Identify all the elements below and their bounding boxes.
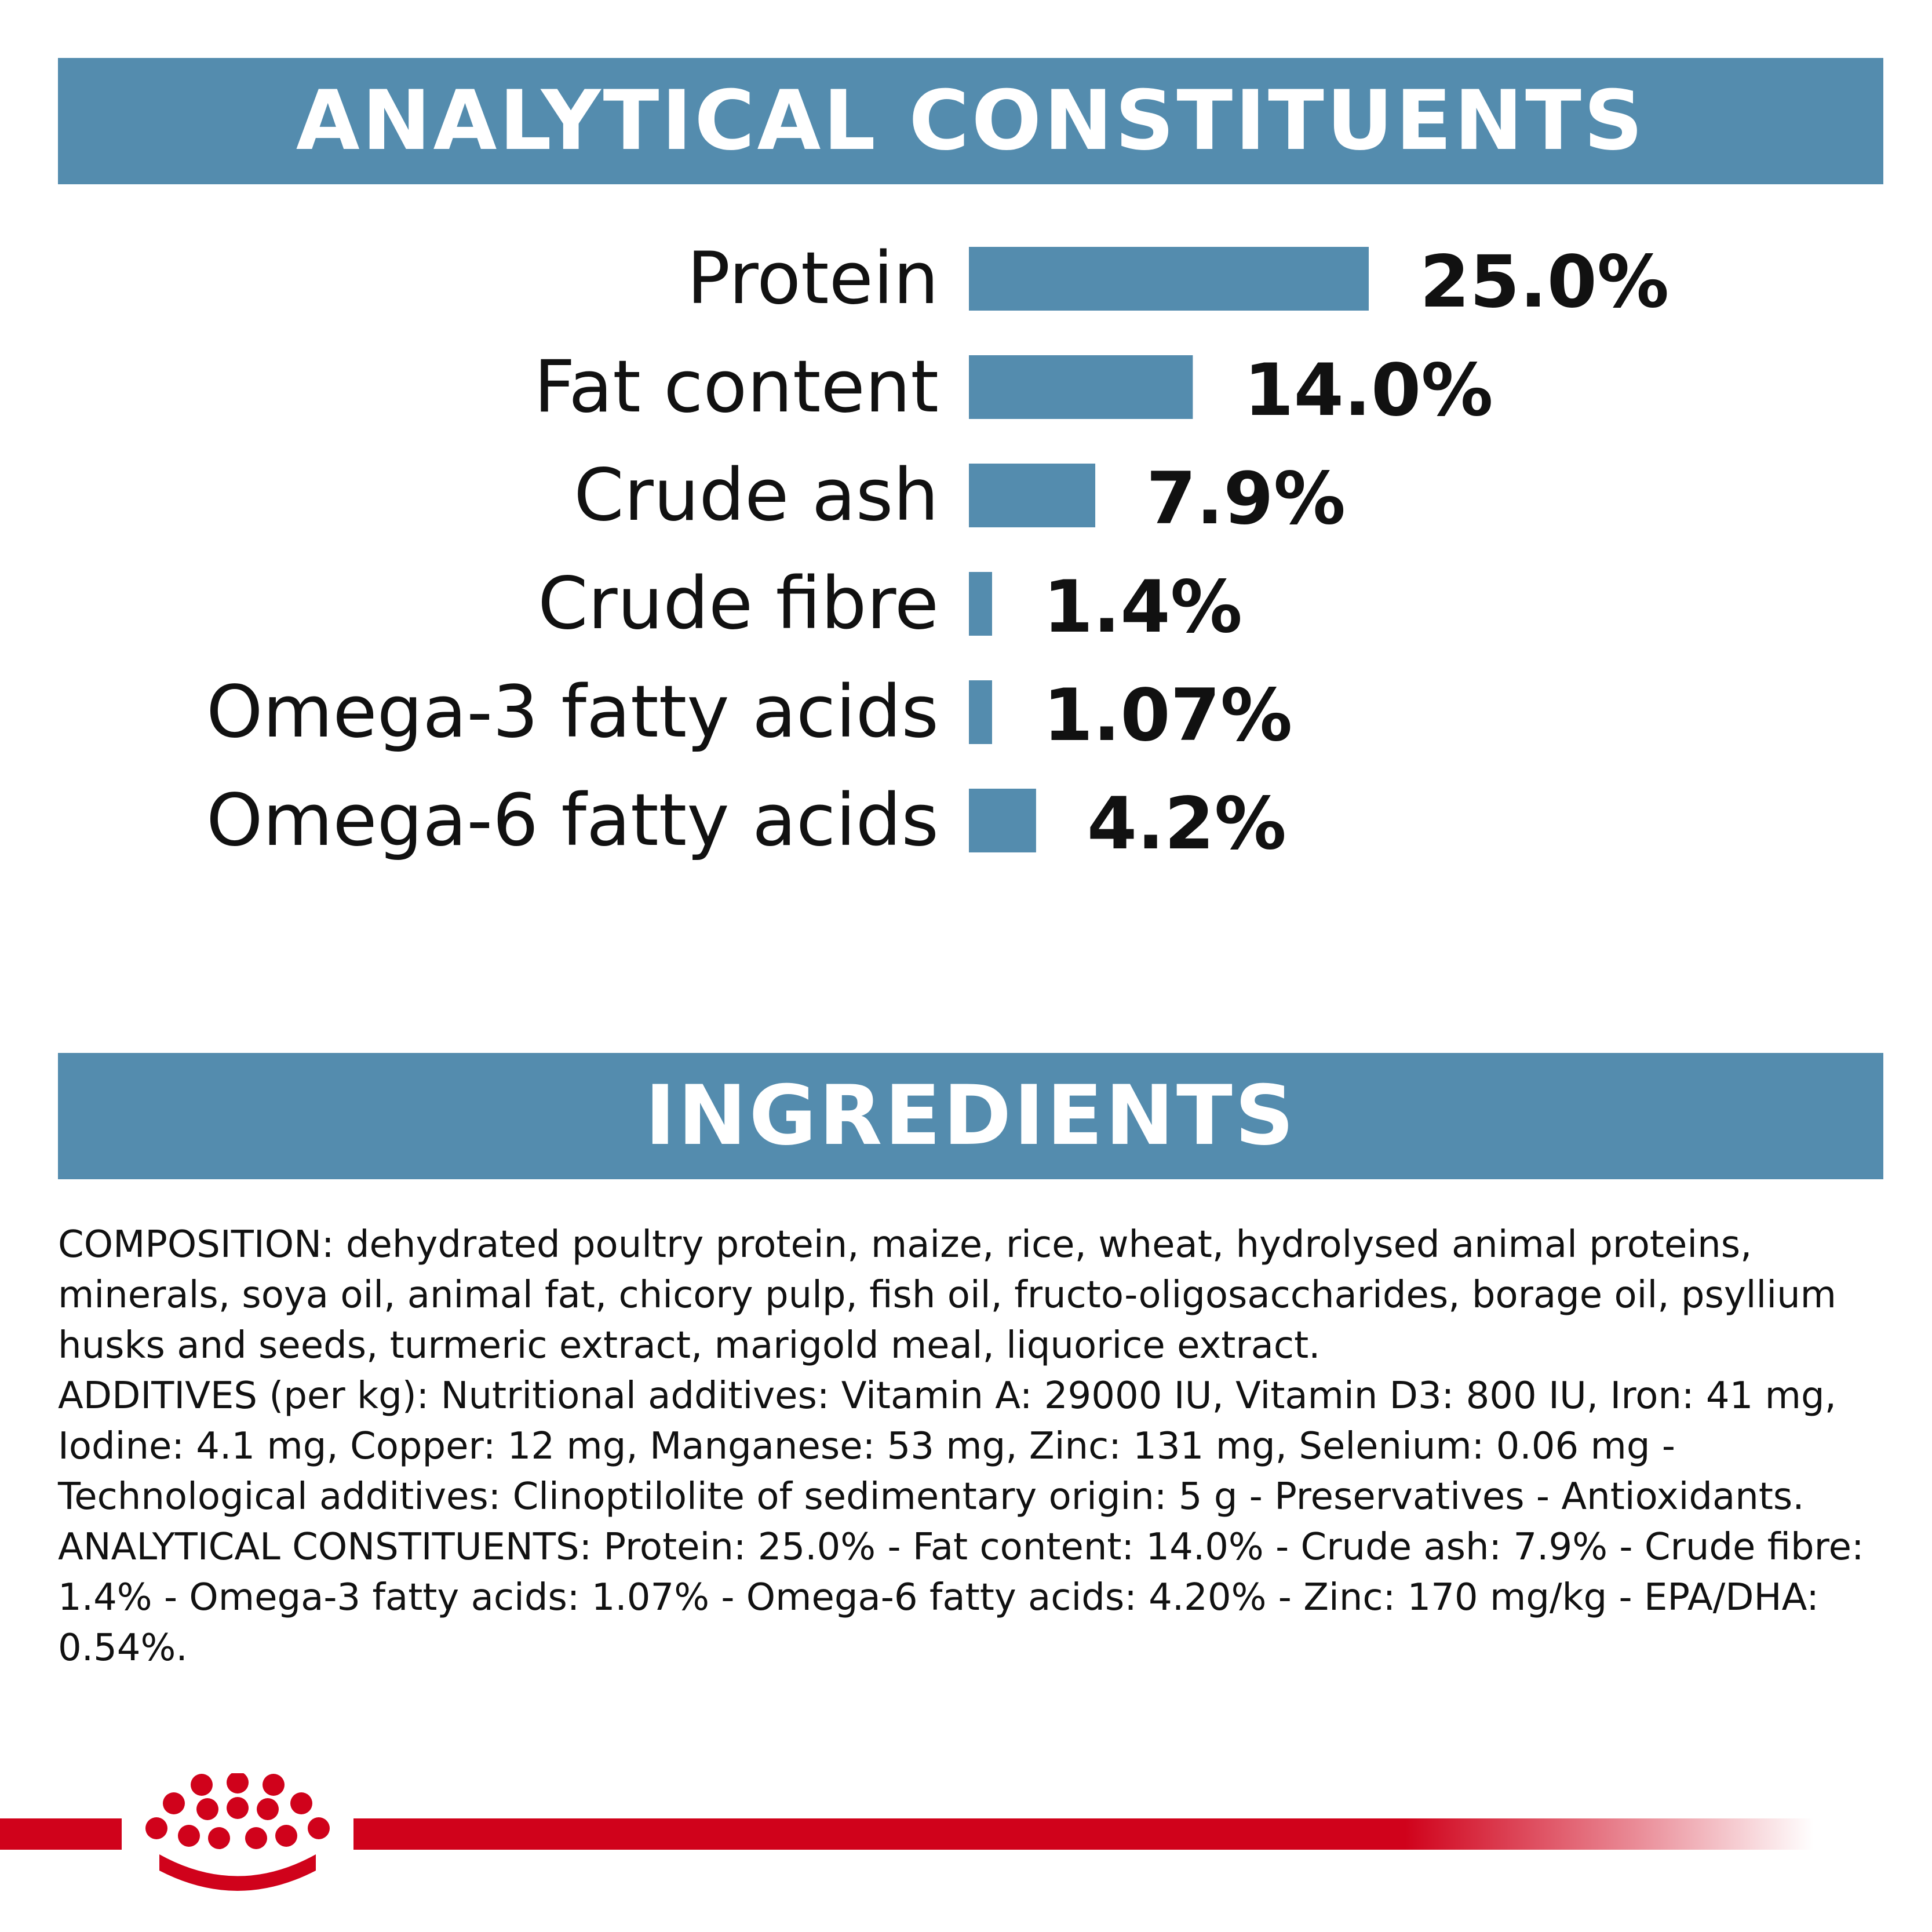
bar-label-4: Omega-3 fatty acids [206,670,939,754]
bar-4 [969,680,992,744]
bar-value-3: 1.4% [1043,566,1242,649]
analytical-constituents-title: ANALYTICAL CONSTITUENTS [296,73,1646,169]
bar-value-4: 1.07% [1043,674,1292,757]
analytical-paragraph: ANALYTICAL CONSTITUENTS: Protein: 25.0% … [58,1526,1864,1669]
analytical-constituents-chart: Protein 25.0% Fat content 14.0% Crude ash 7.9… [206,237,1669,866]
bar-2 [969,464,1096,527]
bar-3 [969,572,992,636]
bar-label-5: Omega-6 fatty acids [206,779,939,862]
bar-0 [969,247,1369,311]
bar-label-1: Fat content [534,345,939,429]
bar-value-5: 4.2% [1087,782,1286,866]
composition-paragraph: COMPOSITION: dehydrated poultry protein,… [58,1223,1836,1367]
bar-value-2: 7.9% [1146,457,1346,541]
bar-value-0: 25.0% [1420,240,1669,324]
ingredients-banner: INGREDIENTS [58,1053,1883,1179]
analytical-constituents-banner: ANALYTICAL CONSTITUENTS [58,58,1883,184]
ingredients-text: COMPOSITION: dehydrated poultry protein,… [58,1220,1889,1674]
bar-label-0: Protein [687,237,939,320]
bar-value-1: 14.0% [1244,349,1493,432]
ingredients-title: INGREDIENTS [644,1068,1297,1164]
crown-logo-icon [145,1773,330,1891]
footer-red-line-right [353,1818,1814,1850]
additives-paragraph: ADDITIVES (per kg): Nutritional additive… [58,1375,1836,1518]
bar-label-2: Crude ash [574,454,939,537]
bar-5 [969,789,1036,852]
bar-1 [969,355,1193,419]
bar-label-3: Crude fibre [538,562,939,646]
footer-red-line-left [0,1818,122,1850]
